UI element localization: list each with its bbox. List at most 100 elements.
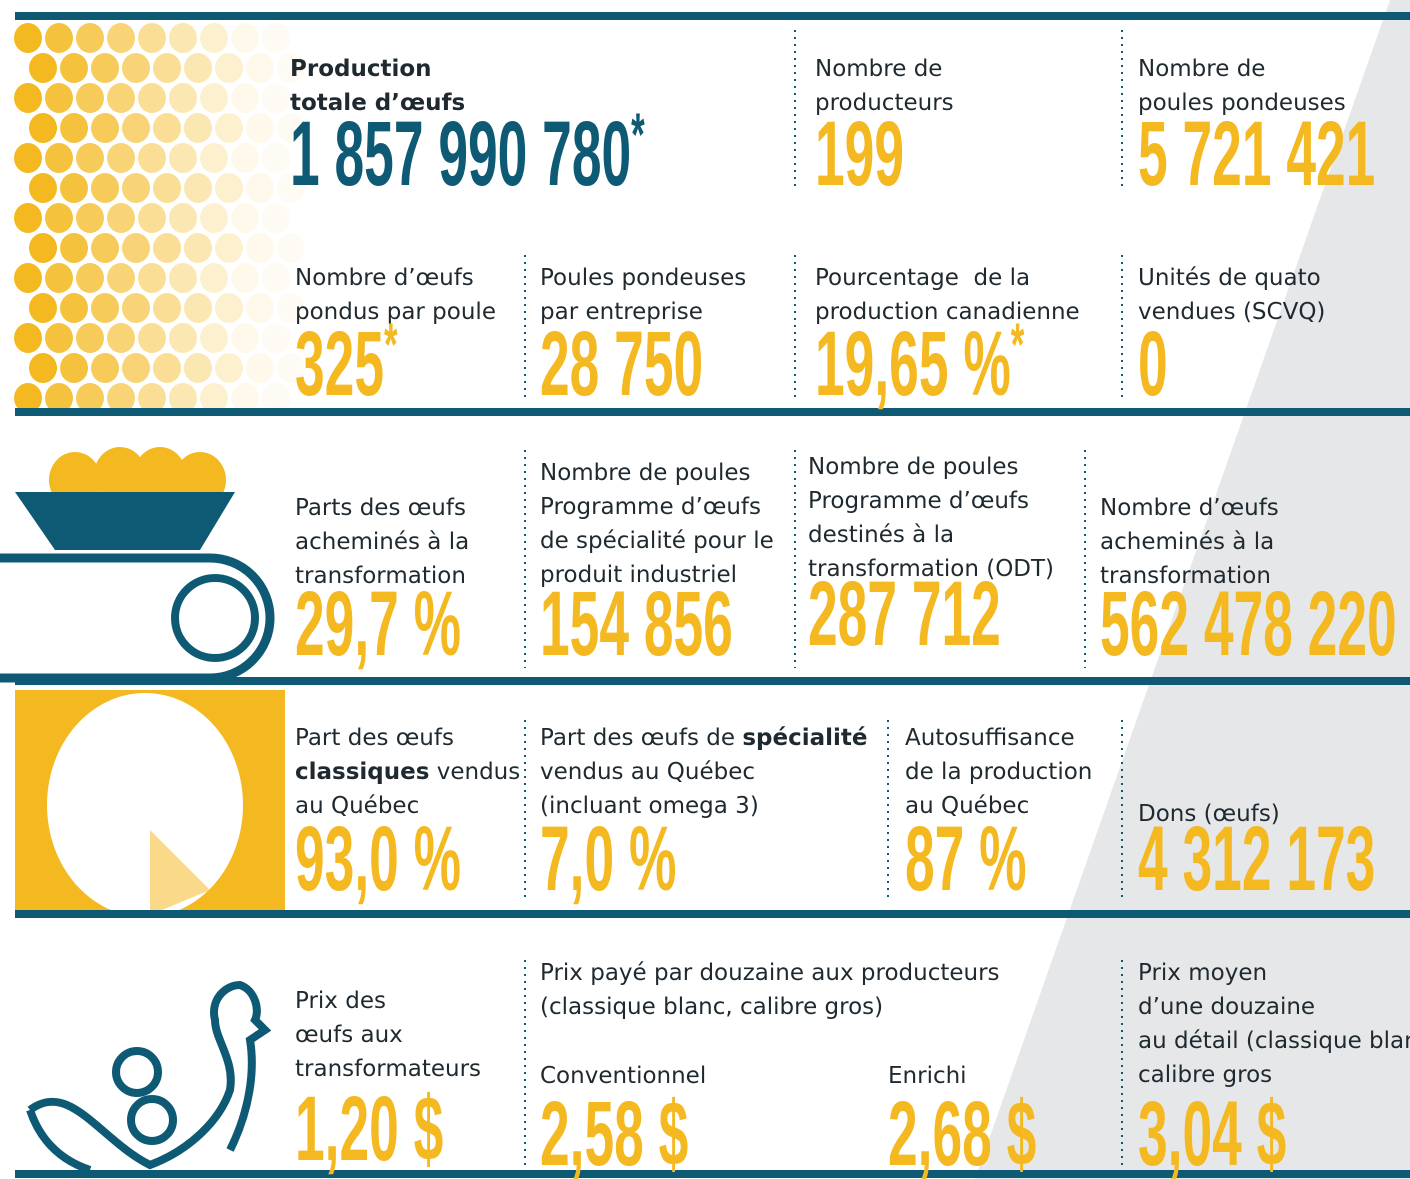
egg-dot bbox=[215, 113, 243, 143]
egg-dot bbox=[231, 143, 259, 173]
value-text: 2,68 $ bbox=[888, 1082, 1036, 1179]
conveyor bbox=[0, 558, 270, 678]
value: 1,20 $ bbox=[295, 1077, 443, 1179]
egg-dot bbox=[45, 323, 73, 353]
egg-dot bbox=[91, 113, 119, 143]
egg-dot bbox=[262, 323, 290, 353]
egg-dot bbox=[45, 143, 73, 173]
label: Production bbox=[290, 56, 432, 82]
egg-dot bbox=[45, 203, 73, 233]
egg-dot bbox=[29, 293, 57, 323]
rule bbox=[15, 408, 1410, 416]
egg-dot bbox=[246, 113, 274, 143]
egg-dot bbox=[215, 233, 243, 263]
egg-dot bbox=[277, 233, 305, 263]
value: 287 712 bbox=[808, 562, 1001, 665]
egg-dot bbox=[246, 353, 274, 383]
value-text: 3,04 $ bbox=[1138, 1082, 1286, 1179]
egg-dot bbox=[122, 113, 150, 143]
label: classiques vendus bbox=[295, 759, 520, 785]
label: Nombre de bbox=[1138, 56, 1265, 82]
label: Part des œufs bbox=[295, 725, 454, 751]
egg-dot bbox=[262, 203, 290, 233]
egg-dot bbox=[107, 143, 135, 173]
egg-dot bbox=[60, 53, 88, 83]
egg-dot bbox=[76, 203, 104, 233]
egg-dot bbox=[122, 293, 150, 323]
label: Autosuffisance bbox=[905, 725, 1075, 751]
value: 29,7 % bbox=[295, 572, 461, 675]
rule bbox=[15, 677, 1410, 685]
egg-dot bbox=[231, 23, 259, 53]
label-part: classiques bbox=[295, 759, 429, 785]
label: d’une douzaine bbox=[1138, 994, 1315, 1020]
label: Prix payé par douzaine aux producteurs bbox=[540, 960, 1000, 986]
label: Programme d’œufs bbox=[808, 488, 1029, 514]
egg-dot bbox=[76, 23, 104, 53]
egg-dot bbox=[184, 233, 212, 263]
label: Programme d’œufs bbox=[540, 494, 761, 520]
egg-dot bbox=[138, 263, 166, 293]
wheel bbox=[175, 578, 255, 658]
egg-dot bbox=[122, 233, 150, 263]
egg-dot bbox=[60, 173, 88, 203]
value: 325* bbox=[295, 312, 398, 415]
egg-dot bbox=[14, 143, 42, 173]
egg-dot bbox=[184, 293, 212, 323]
egg-dot bbox=[138, 323, 166, 353]
value-text: 2,58 $ bbox=[540, 1082, 688, 1179]
egg-dot bbox=[153, 53, 181, 83]
egg-dot bbox=[262, 23, 290, 53]
value: 93,0 % bbox=[295, 807, 461, 910]
egg-dot bbox=[246, 233, 274, 263]
label: Part des œufs de spécialité bbox=[540, 725, 867, 751]
label: au détail (classique blanc bbox=[1138, 1028, 1410, 1054]
egg-dot bbox=[138, 143, 166, 173]
egg-dot bbox=[60, 293, 88, 323]
egg-dot bbox=[29, 53, 57, 83]
egg-dot bbox=[231, 203, 259, 233]
label-part: spécialité bbox=[742, 725, 867, 751]
value: 0 bbox=[1138, 312, 1168, 415]
egg-dot bbox=[184, 353, 212, 383]
egg-dot bbox=[107, 203, 135, 233]
value-text: 87 % bbox=[905, 807, 1027, 910]
label: de spécialité pour le bbox=[540, 528, 774, 554]
value-text: 154 856 bbox=[540, 572, 733, 675]
egg-dot bbox=[200, 263, 228, 293]
label: Prix moyen bbox=[1138, 960, 1267, 986]
egg-dot bbox=[200, 143, 228, 173]
value-text: 93,0 % bbox=[295, 807, 461, 910]
egg-dot bbox=[122, 53, 150, 83]
egg bbox=[47, 693, 243, 917]
value: 5 721 421 bbox=[1138, 102, 1375, 205]
egg-dot bbox=[14, 263, 42, 293]
value-text: 562 478 220 bbox=[1100, 572, 1397, 675]
value: 199 bbox=[815, 102, 904, 205]
egg-dot bbox=[29, 113, 57, 143]
egg-dot bbox=[169, 323, 197, 353]
infographic: Productiontotale d’œufs1 857 990 780*Nom… bbox=[0, 0, 1410, 1179]
label: Poules pondeuses bbox=[540, 265, 746, 291]
egg-dot bbox=[200, 23, 228, 53]
egg-dot bbox=[29, 353, 57, 383]
value-text: 0 bbox=[1138, 312, 1168, 415]
egg-dot bbox=[246, 53, 274, 83]
value: 1 857 990 780* bbox=[290, 102, 645, 205]
value: 87 % bbox=[905, 807, 1027, 910]
egg-dot bbox=[215, 53, 243, 83]
egg-dot bbox=[169, 263, 197, 293]
egg-dot bbox=[29, 173, 57, 203]
label-part: Part des œufs de bbox=[540, 725, 742, 751]
value-text: 325 bbox=[295, 312, 384, 415]
egg-dot bbox=[122, 353, 150, 383]
egg-dot bbox=[169, 143, 197, 173]
label-part: vendus bbox=[429, 759, 520, 785]
label: Nombre de poules bbox=[808, 454, 1019, 480]
egg-dot bbox=[91, 293, 119, 323]
egg-dot bbox=[138, 23, 166, 53]
label: (classique blanc, calibre gros) bbox=[540, 994, 883, 1020]
value-text: 19,65 % bbox=[815, 312, 1011, 415]
value-text: 28 750 bbox=[540, 312, 703, 415]
egg-dot bbox=[14, 323, 42, 353]
